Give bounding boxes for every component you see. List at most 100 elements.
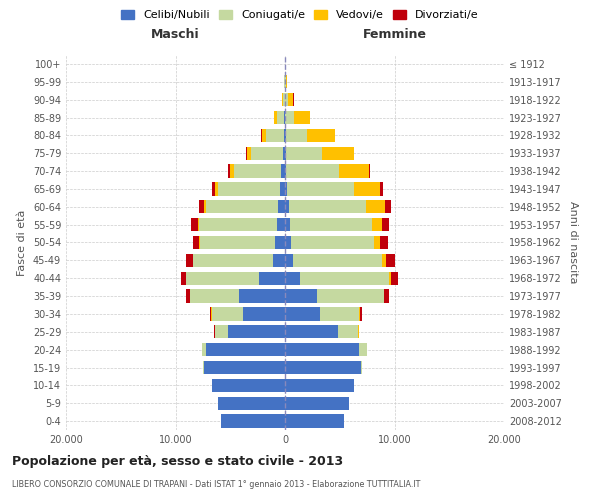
Bar — [372, 218, 382, 232]
Bar — [301, 272, 389, 285]
Bar — [307, 128, 335, 142]
Bar — [215, 182, 218, 196]
Bar — [187, 272, 259, 285]
Bar — [244, 307, 285, 320]
Bar — [239, 290, 285, 303]
Bar — [291, 236, 374, 249]
Bar — [287, 182, 354, 196]
Bar — [186, 254, 193, 267]
Bar — [289, 200, 367, 213]
Bar — [181, 272, 186, 285]
Bar — [266, 128, 284, 142]
Bar — [386, 254, 395, 267]
Bar — [285, 182, 287, 196]
Bar — [277, 111, 284, 124]
Bar — [277, 218, 285, 232]
Bar — [359, 343, 367, 356]
Bar — [285, 200, 289, 213]
Bar — [228, 325, 285, 338]
Bar — [361, 361, 362, 374]
Bar — [290, 218, 372, 232]
Text: Maschi: Maschi — [151, 28, 200, 40]
Bar — [339, 164, 368, 178]
Bar — [385, 200, 391, 213]
Bar — [354, 146, 355, 160]
Bar — [383, 290, 385, 303]
Bar — [228, 164, 230, 178]
Bar — [380, 182, 383, 196]
Bar — [203, 361, 204, 374]
Y-axis label: Fasce di età: Fasce di età — [17, 210, 27, 276]
Bar — [221, 414, 285, 428]
Bar — [338, 325, 358, 338]
Bar — [283, 93, 284, 106]
Bar — [234, 164, 281, 178]
Bar — [285, 218, 290, 232]
Bar — [380, 236, 388, 249]
Bar — [389, 272, 391, 285]
Bar — [367, 200, 385, 213]
Bar — [283, 146, 285, 160]
Bar — [285, 93, 288, 106]
Bar — [391, 272, 398, 285]
Bar — [284, 111, 285, 124]
Bar — [286, 146, 322, 160]
Bar — [285, 307, 320, 320]
Bar — [385, 290, 389, 303]
Bar — [199, 236, 200, 249]
Text: Popolazione per età, sesso e stato civile - 2013: Popolazione per età, sesso e stato civil… — [12, 455, 343, 468]
Bar — [294, 111, 310, 124]
Bar — [206, 343, 285, 356]
Bar — [193, 254, 273, 267]
Bar — [285, 343, 359, 356]
Bar — [322, 146, 354, 160]
Bar — [285, 254, 293, 267]
Bar — [285, 236, 291, 249]
Bar — [246, 146, 247, 160]
Bar — [382, 254, 386, 267]
Bar — [360, 307, 362, 320]
Bar — [215, 325, 228, 338]
Bar — [354, 182, 380, 196]
Bar — [286, 128, 307, 142]
Bar — [199, 218, 277, 232]
Text: Femmine: Femmine — [362, 28, 427, 40]
Bar — [374, 236, 380, 249]
Bar — [281, 164, 285, 178]
Bar — [206, 200, 278, 213]
Bar — [204, 200, 206, 213]
Bar — [293, 254, 382, 267]
Bar — [285, 75, 286, 88]
Bar — [285, 361, 361, 374]
Bar — [281, 93, 283, 106]
Bar — [284, 128, 285, 142]
Text: LIBERO CONSORZIO COMUNALE DI TRAPANI - Dati ISTAT 1° gennaio 2013 - Elaborazione: LIBERO CONSORZIO COMUNALE DI TRAPANI - D… — [12, 480, 421, 489]
Bar — [285, 146, 286, 160]
Bar — [320, 307, 359, 320]
Bar — [191, 218, 198, 232]
Bar — [286, 164, 339, 178]
Bar — [204, 361, 285, 374]
Bar — [199, 200, 204, 213]
Bar — [286, 111, 294, 124]
Bar — [274, 111, 277, 124]
Bar — [273, 254, 285, 267]
Bar — [202, 343, 206, 356]
Y-axis label: Anni di nascita: Anni di nascita — [568, 201, 578, 284]
Bar — [230, 164, 234, 178]
Bar — [200, 236, 275, 249]
Bar — [190, 290, 239, 303]
Bar — [285, 290, 317, 303]
Legend: Celibi/Nubili, Coniugati/e, Vedovi/e, Divorziati/e: Celibi/Nubili, Coniugati/e, Vedovi/e, Di… — [117, 6, 483, 25]
Bar — [259, 272, 285, 285]
Bar — [212, 182, 215, 196]
Bar — [247, 146, 251, 160]
Bar — [382, 218, 389, 232]
Bar — [288, 93, 293, 106]
Bar — [285, 414, 344, 428]
Bar — [275, 236, 285, 249]
Bar — [285, 325, 338, 338]
Bar — [218, 396, 285, 410]
Bar — [278, 200, 285, 213]
Bar — [210, 307, 211, 320]
